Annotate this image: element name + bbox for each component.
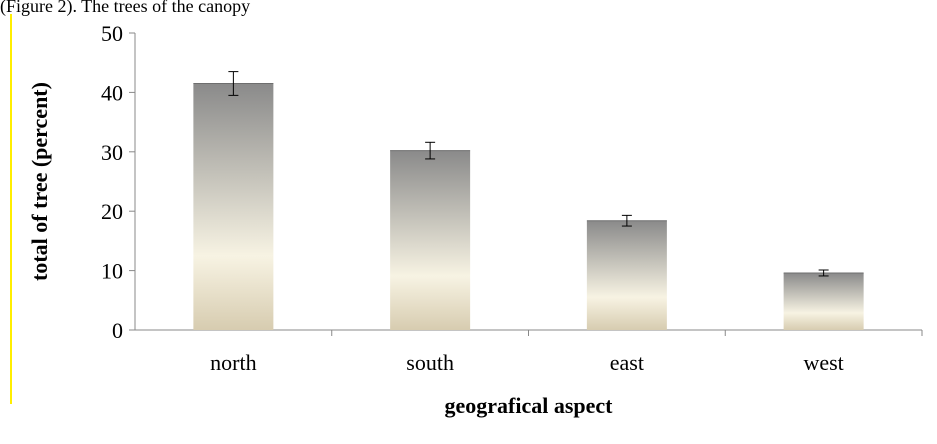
bar-south bbox=[390, 150, 471, 330]
bar-north bbox=[193, 83, 274, 331]
y-tick-label: 30 bbox=[101, 140, 123, 165]
bar-west bbox=[783, 272, 864, 330]
x-tick-label-south: south bbox=[406, 350, 454, 375]
x-tick-label-west: west bbox=[803, 350, 843, 375]
y-tick-labels: 0 10 20 30 40 50 bbox=[101, 21, 123, 343]
y-tick-label: 50 bbox=[101, 21, 123, 46]
x-axis-title: geografical aspect bbox=[445, 393, 614, 418]
error-bars bbox=[228, 71, 829, 277]
bars bbox=[193, 82, 864, 331]
y-axis-title: total of tree (percent) bbox=[27, 82, 52, 281]
y-tick-label: 10 bbox=[101, 259, 123, 284]
margin-rule bbox=[10, 14, 12, 404]
y-tick-label: 0 bbox=[112, 318, 123, 343]
x-tick-label-east: east bbox=[610, 350, 644, 375]
y-tick-label: 40 bbox=[101, 80, 123, 105]
x-tick-label-north: north bbox=[210, 350, 256, 375]
x-tick-labels: north south east west bbox=[210, 350, 844, 375]
bar-east bbox=[586, 220, 667, 330]
y-tick-label: 20 bbox=[101, 199, 123, 224]
caption-fragment: (Figure 2). The trees of the canopy bbox=[0, 0, 251, 16]
